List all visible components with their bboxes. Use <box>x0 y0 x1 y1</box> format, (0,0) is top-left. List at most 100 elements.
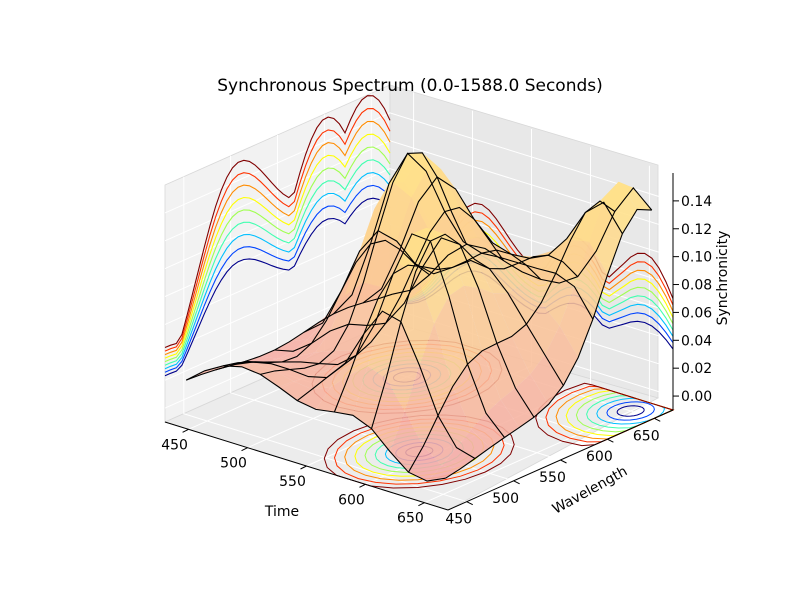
wire-wavelength <box>333 152 594 320</box>
surface-patch <box>408 446 442 482</box>
y-tick-label: 450 <box>445 512 472 528</box>
surface-patch <box>263 356 297 363</box>
axis-ticks: 450 500 550 600 650 450 500 550 600 650 0.00 0.02 0.… <box>161 194 712 528</box>
surface-patch <box>526 303 560 355</box>
y-tick-label: 500 <box>492 491 519 507</box>
y-tick-label: 550 <box>539 470 566 486</box>
surface-patch <box>392 153 427 198</box>
surface-patch <box>241 364 275 375</box>
surface-patch <box>419 323 453 416</box>
surface-patch <box>430 234 464 297</box>
wall-contour-left <box>164 108 391 352</box>
surface-patch <box>363 230 397 288</box>
surface-patch <box>438 386 472 448</box>
surface-patch <box>522 268 556 303</box>
z-tick-label: 0.04 <box>681 333 712 349</box>
surface-patch <box>544 325 579 386</box>
surface-patch <box>319 350 353 365</box>
x-tick <box>182 428 189 433</box>
z-tick-label: 0.02 <box>681 361 712 377</box>
y-tick <box>654 417 661 422</box>
wire-wavelength <box>362 176 623 304</box>
surface-patch <box>515 374 549 418</box>
surface-patch <box>500 388 534 428</box>
surface-patch <box>489 268 523 294</box>
floor-contour <box>616 405 645 417</box>
wire-wavelength <box>215 310 476 459</box>
z-tick-label: 0.00 <box>681 389 712 405</box>
wire-time <box>333 249 542 413</box>
surface-patch <box>330 282 364 331</box>
surface-patch <box>478 288 512 344</box>
y-tick <box>560 459 567 464</box>
surface-patch <box>275 369 309 382</box>
surface-patch <box>459 244 494 294</box>
surface-patch <box>274 339 308 352</box>
x-tick-label: 600 <box>338 492 365 508</box>
surface-patch <box>570 202 604 242</box>
surface-patch <box>537 240 571 274</box>
surface-patch <box>349 311 383 376</box>
surface-patch <box>296 331 331 357</box>
z-tick-label: 0.14 <box>681 194 712 210</box>
surface-patch <box>348 282 382 326</box>
surface-patch <box>407 152 441 172</box>
surface-patch <box>555 240 590 287</box>
surface-patch <box>278 381 313 401</box>
surface-patch <box>574 241 608 320</box>
x-tick <box>359 483 366 488</box>
surface-patch <box>308 366 342 378</box>
y-tick <box>607 438 614 443</box>
surface-patch <box>456 429 490 459</box>
x-tick-label: 550 <box>279 474 306 490</box>
wall-contour-left <box>164 120 391 356</box>
x-tick <box>300 465 307 470</box>
wall-contour-left <box>164 95 391 349</box>
surface-patch <box>256 363 290 371</box>
surface-patch <box>386 321 420 412</box>
y-tick <box>513 480 520 485</box>
surface-patch <box>477 237 512 255</box>
x-tick <box>241 447 248 452</box>
surface-patch <box>434 296 468 387</box>
surface-patch <box>390 411 424 473</box>
surface-patch <box>245 356 279 363</box>
surface-patch <box>452 364 486 430</box>
surface-patch <box>467 253 501 262</box>
surface-patch <box>471 413 505 448</box>
floor-contour <box>606 401 655 421</box>
z-tick-label: 0.08 <box>681 278 712 294</box>
surface-patch <box>463 285 497 351</box>
surface-patch <box>423 415 457 466</box>
surface-patch <box>367 311 401 379</box>
wall-contour-left <box>164 172 391 370</box>
surface-patch <box>474 259 508 294</box>
synchronicity-gridline <box>164 140 674 242</box>
surface-patch <box>482 343 516 400</box>
surface-patch <box>411 171 445 233</box>
wire-time <box>260 152 467 375</box>
surface-patch <box>315 375 350 412</box>
surface-patch <box>467 350 501 414</box>
x-tick <box>418 502 425 507</box>
z-tick-label: 0.12 <box>681 222 712 238</box>
wall-contour-left <box>164 184 391 373</box>
surface-patch <box>397 233 431 272</box>
surface-patch <box>289 368 323 377</box>
surface-patch <box>445 234 479 288</box>
x-tick-label: 450 <box>161 437 188 453</box>
z-axis-label: Synchronicity <box>715 231 731 326</box>
surface-patch <box>530 354 564 405</box>
floor-contour <box>323 414 515 489</box>
wall-contour-left <box>164 159 391 366</box>
surface-patch <box>427 465 461 482</box>
surface-patch <box>486 399 520 438</box>
surface-patch <box>496 336 531 388</box>
surface-patch <box>404 365 438 447</box>
surface-patch <box>260 370 294 387</box>
surface-patch <box>511 324 545 375</box>
surface-patch <box>333 324 368 351</box>
wall-contour-left <box>164 146 391 363</box>
wall-contour-left <box>164 133 391 359</box>
